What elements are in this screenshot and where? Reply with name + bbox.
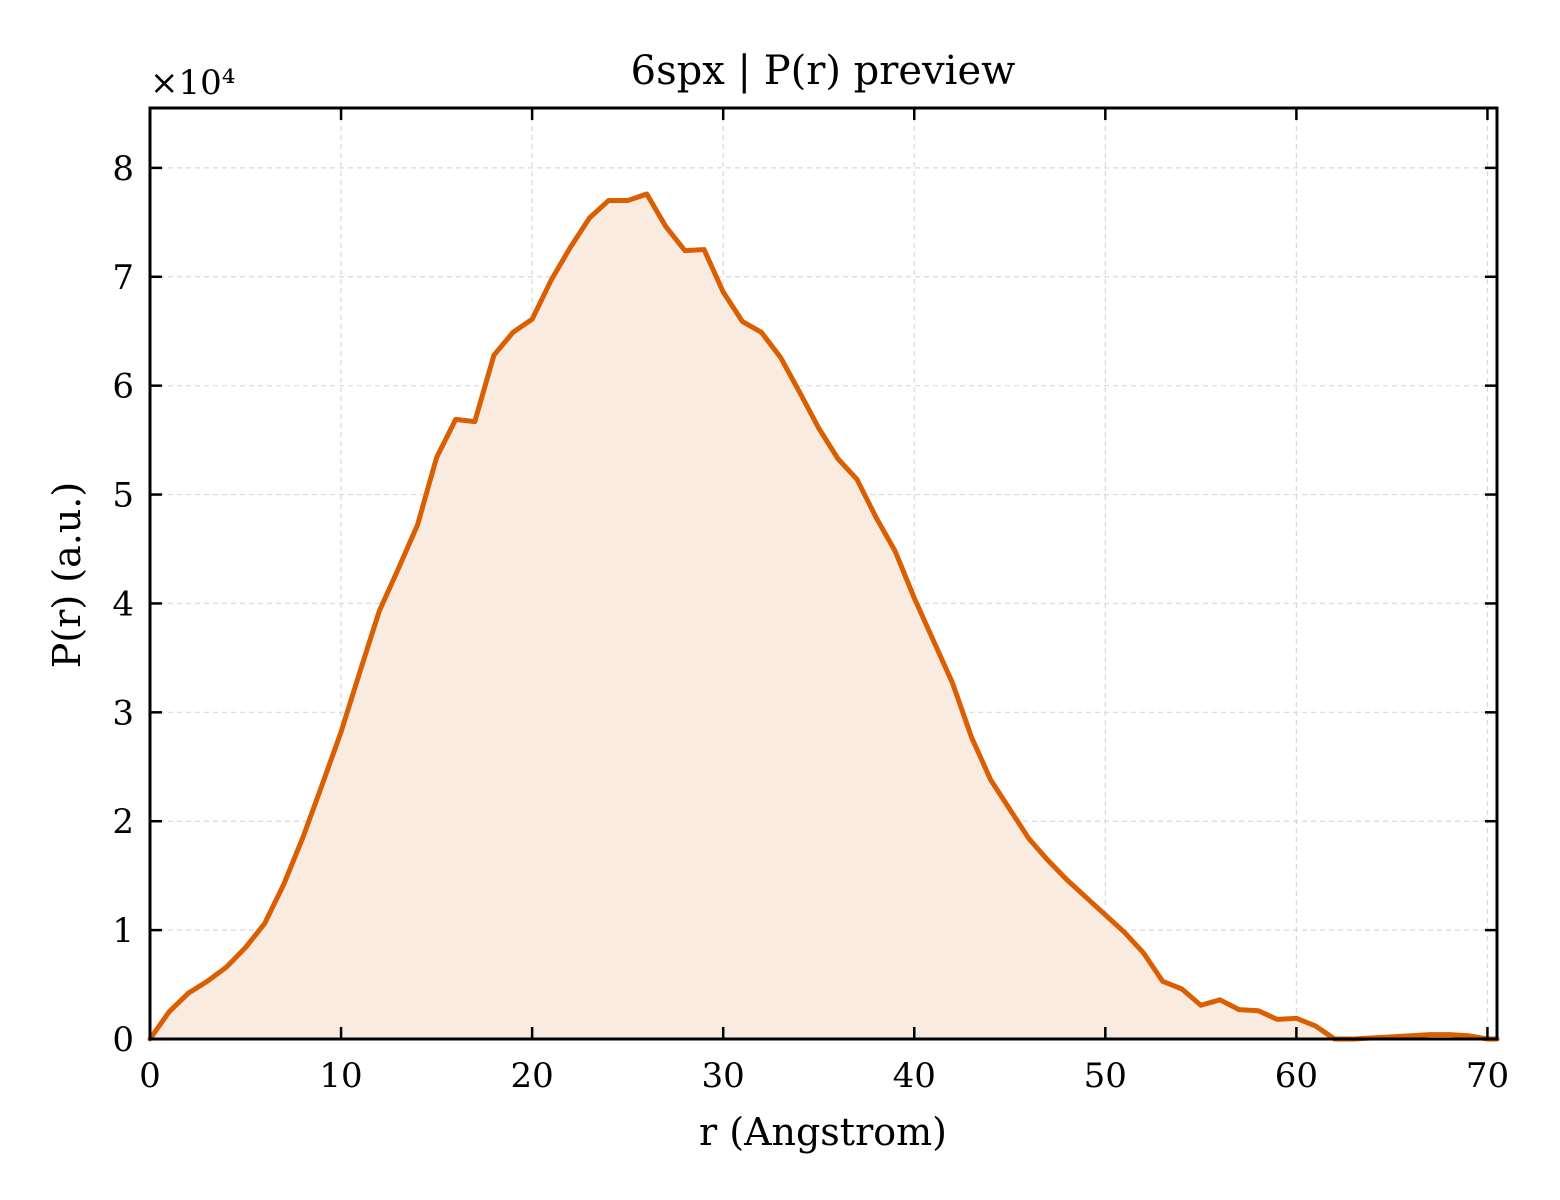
y-tick-label: 0 — [112, 1020, 134, 1060]
tick-labels: 0 10 20 30 40 50 60 70 0 1 2 3 4 5 6 7 8 — [112, 149, 1509, 1096]
x-tick-label: 40 — [893, 1056, 936, 1096]
x-tick-label: 30 — [702, 1056, 745, 1096]
x-tick-label: 10 — [319, 1056, 362, 1096]
x-tick-label: 20 — [510, 1056, 553, 1096]
x-tick-label: 70 — [1466, 1056, 1509, 1096]
y-tick-label: 6 — [112, 367, 134, 407]
y-tick-label: 3 — [112, 693, 134, 733]
y-tick-label: 8 — [112, 149, 134, 189]
y-tick-label: 5 — [112, 476, 134, 516]
y-axis-label: P(r) (a.u.) — [45, 482, 89, 668]
y-multiplier-label: ×10⁴ — [150, 63, 235, 103]
y-tick-label: 4 — [112, 584, 134, 624]
x-tick-label: 60 — [1275, 1056, 1318, 1096]
pr-area-fill — [150, 194, 1497, 1039]
ticks — [148, 108, 1497, 1041]
chart-title: 6spx | P(r) preview — [631, 48, 1016, 94]
y-tick-label: 7 — [112, 258, 134, 298]
plot-frame — [148, 106, 1499, 1041]
x-tick-label: 50 — [1084, 1056, 1127, 1096]
x-tick-label: 0 — [139, 1056, 161, 1096]
pr-series-line — [147, 191, 1500, 1042]
x-axis-label: r (Angstrom) — [699, 1110, 947, 1154]
y-tick-label: 2 — [112, 802, 134, 842]
y-tick-label: 1 — [112, 911, 134, 951]
